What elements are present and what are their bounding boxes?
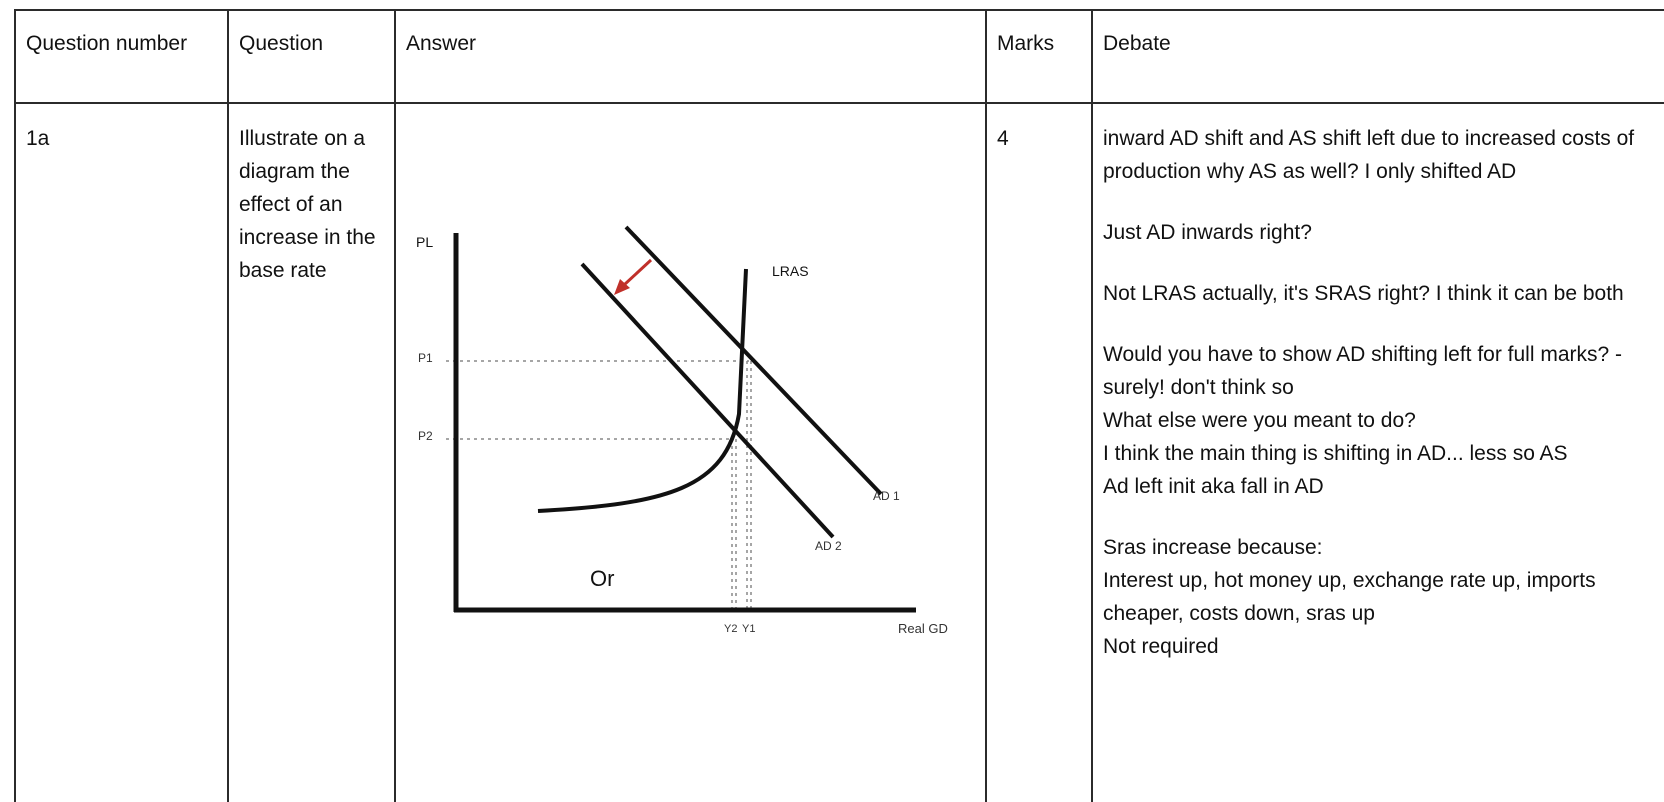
header-debate-label: Debate — [1103, 32, 1171, 55]
p1-label: P1 — [418, 351, 433, 365]
header-debate: Debate — [1091, 9, 1664, 104]
header-question-label: Question — [239, 32, 324, 55]
question-text: Illustrate on a diagram the effect of an… — [239, 127, 376, 282]
header-marks-label: Marks — [997, 32, 1055, 55]
y2-label: Y2 — [724, 623, 737, 635]
ad-as-diagram: PL LRAS P1 P2 AD 1 AD 2 Y2 Y1 Real GD — [416, 225, 948, 636]
lras-label: LRAS — [772, 263, 809, 279]
debate-line: What else were you meant to do? — [1103, 409, 1416, 432]
header-question-number-label: Question number — [26, 32, 188, 55]
question-number-cell: 1a — [14, 102, 229, 802]
debate-paragraph: Sras increase because: Interest up, hot … — [1103, 531, 1664, 663]
debate-paragraph: Would you have to show AD shifting left … — [1103, 338, 1664, 503]
header-marks: Marks — [985, 9, 1093, 104]
table-header-row: Question number Question Answer Marks De… — [14, 9, 1664, 104]
y1-label: Y1 — [742, 623, 755, 635]
debate-paragraph: inward AD shift and AS shift left due to… — [1103, 127, 1635, 183]
marks-cell: 4 — [985, 102, 1093, 802]
guide-lines — [446, 360, 752, 612]
debate-line: Interest up, hot money up, exchange rate… — [1103, 569, 1596, 625]
header-question: Question — [227, 9, 396, 104]
debate-line: Would you have to show AD shifting left … — [1103, 343, 1623, 399]
debate-cell: inward AD shift and AS shift left due to… — [1091, 102, 1664, 802]
as-curve — [537, 268, 748, 513]
debate-line: Sras increase because: — [1103, 536, 1323, 559]
debate-text: inward AD shift and AS shift left due to… — [1093, 104, 1664, 663]
ad1-line — [624, 225, 883, 496]
shift-arrow-shaft — [622, 258, 653, 287]
ad2-label: AD 2 — [815, 539, 842, 553]
or-label: Or — [590, 566, 615, 591]
ad2-line — [580, 262, 835, 539]
header-answer-label: Answer — [406, 32, 477, 55]
question-table: Question number Question Answer Marks De… — [14, 9, 1664, 802]
shift-arrow — [614, 258, 653, 295]
debate-line: Not required — [1103, 635, 1219, 658]
curves — [537, 225, 883, 539]
question-cell: Illustrate on a diagram the effect of an… — [227, 102, 396, 802]
answer-cell: PL LRAS P1 P2 AD 1 AD 2 Y2 Y1 Real GD Or — [394, 102, 987, 802]
shift-arrow-head — [614, 279, 630, 295]
axes — [453, 233, 916, 613]
ad1-label: AD 1 — [873, 489, 900, 503]
table-row: 1a Illustrate on a diagram the effect of… — [14, 102, 1664, 802]
debate-paragraph: Just AD inwards right? — [1103, 221, 1312, 244]
debate-line: I think the main thing is shifting in AD… — [1103, 442, 1568, 465]
header-question-number: Question number — [14, 9, 229, 104]
debate-line: Ad left init aka fall in AD — [1103, 475, 1324, 498]
debate-paragraph: Not LRAS actually, it's SRAS right? I th… — [1103, 282, 1624, 305]
p2-label: P2 — [418, 429, 433, 443]
question-number: 1a — [26, 127, 50, 150]
y-axis-label: PL — [416, 234, 433, 250]
header-answer: Answer — [394, 9, 987, 104]
x-axis-label: Real GD — [898, 621, 948, 636]
marks-value: 4 — [997, 127, 1009, 150]
